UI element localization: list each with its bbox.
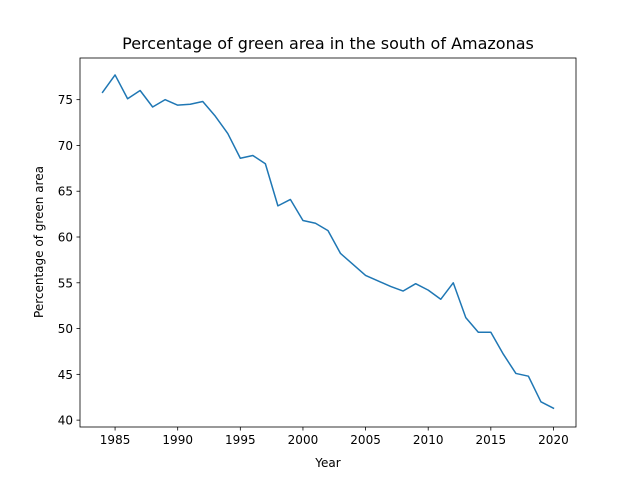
x-tick-label-2010: 2010 — [413, 433, 444, 447]
x-tick-label-2005: 2005 — [350, 433, 381, 447]
y-tick-label-70: 70 — [58, 139, 73, 153]
plot-area: 1985 1990 1995 2000 2005 2010 2015 2020 40 45 50 55… — [58, 57, 577, 447]
x-tick-label-2015: 2015 — [476, 433, 507, 447]
y-tick-label-75: 75 — [58, 93, 73, 107]
series-line-0 — [101, 74, 555, 410]
y-tick-label-60: 60 — [58, 231, 73, 245]
x-tick-label-2000: 2000 — [288, 433, 319, 447]
x-tick-label-1985: 1985 — [100, 433, 131, 447]
x-tick-label-1990: 1990 — [162, 433, 193, 447]
x-axis-label: Year — [314, 456, 340, 470]
x-tick-label-2020: 2020 — [538, 433, 569, 447]
y-tick-label-55: 55 — [58, 276, 73, 290]
y-tick-label-45: 45 — [58, 368, 73, 382]
y-tick-label-50: 50 — [58, 322, 73, 336]
chart-title: Percentage of green area in the south of… — [122, 34, 534, 53]
y-tick-label-65: 65 — [58, 185, 73, 199]
y-axis-label: Percentage of green area — [32, 166, 46, 318]
x-tick-label-1995: 1995 — [225, 433, 256, 447]
axes-frame — [79, 57, 577, 428]
y-tick-label-40: 40 — [58, 414, 73, 428]
